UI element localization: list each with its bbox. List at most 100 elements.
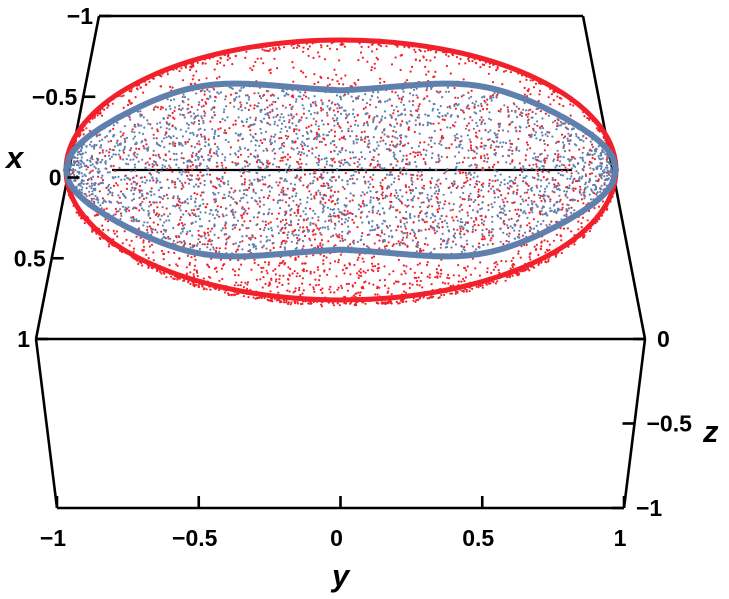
blue-point <box>600 184 603 187</box>
blue-point <box>369 199 372 202</box>
red-point <box>445 215 448 218</box>
red-point <box>467 58 470 61</box>
blue-point <box>140 176 144 179</box>
blue-point <box>459 196 462 199</box>
red-point <box>116 235 119 238</box>
blue-point <box>504 141 508 145</box>
red-point <box>224 224 227 227</box>
blue-point <box>355 141 358 144</box>
blue-point <box>496 179 499 182</box>
blue-point <box>283 223 286 226</box>
blue-point <box>76 157 79 160</box>
blue-point <box>203 179 206 182</box>
blue-point <box>491 179 494 182</box>
blue-point <box>124 174 127 178</box>
red-point <box>547 96 550 99</box>
red-point <box>116 139 119 142</box>
red-point <box>148 225 151 228</box>
blue-point <box>119 135 122 138</box>
red-point <box>181 201 184 204</box>
blue-point <box>336 153 339 156</box>
blue-point <box>155 201 158 204</box>
red-point <box>411 65 414 68</box>
blue-point <box>210 209 213 212</box>
red-point <box>147 257 150 260</box>
blue-point <box>310 105 313 108</box>
red-point <box>317 128 320 131</box>
blue-point <box>584 181 588 184</box>
blue-point <box>278 119 281 122</box>
blue-point <box>204 136 207 139</box>
blue-point <box>157 155 160 158</box>
red-point <box>277 184 280 187</box>
red-point <box>535 184 538 187</box>
blue-point <box>372 166 375 169</box>
red-point <box>228 127 231 130</box>
red-point <box>294 256 297 259</box>
red-point <box>280 191 283 194</box>
blue-point <box>74 169 77 172</box>
red-point <box>174 142 177 145</box>
blue-point <box>568 184 571 187</box>
blue-point <box>428 136 431 139</box>
red-point <box>97 175 100 178</box>
red-point <box>223 64 226 67</box>
red-point <box>396 143 399 146</box>
red-point <box>463 233 466 236</box>
red-point <box>525 141 529 144</box>
red-point <box>412 100 415 103</box>
red-point <box>203 93 206 96</box>
red-point <box>554 152 557 156</box>
red-point <box>411 205 414 208</box>
red-point <box>305 95 308 98</box>
red-point <box>533 176 536 180</box>
red-point <box>296 44 299 47</box>
red-point <box>269 94 273 97</box>
red-point <box>296 300 299 304</box>
blue-point <box>563 150 567 153</box>
red-point <box>504 69 507 72</box>
red-point <box>338 233 341 236</box>
red-point <box>519 167 522 170</box>
blue-point <box>254 144 257 147</box>
blue-point <box>278 147 281 150</box>
red-point <box>275 299 278 302</box>
red-point <box>396 225 399 228</box>
red-point <box>402 264 405 267</box>
blue-point <box>456 169 459 172</box>
red-point <box>372 269 375 273</box>
red-point <box>534 82 538 85</box>
blue-point <box>141 158 144 161</box>
blue-point <box>480 102 483 105</box>
red-point <box>315 131 318 134</box>
blue-point <box>458 145 461 149</box>
blue-point <box>340 130 343 133</box>
red-point <box>335 73 338 76</box>
blue-point <box>329 213 332 216</box>
blue-point <box>83 192 86 195</box>
red-point <box>328 83 331 86</box>
red-point <box>240 214 243 217</box>
blue-point <box>93 143 96 146</box>
red-point <box>560 208 564 211</box>
red-point <box>332 109 335 112</box>
blue-point <box>161 166 164 170</box>
blue-point <box>129 118 132 121</box>
red-point <box>206 88 209 91</box>
red-point <box>399 54 402 57</box>
red-point <box>101 197 104 200</box>
red-point <box>353 263 356 267</box>
red-point <box>155 137 158 140</box>
red-point <box>301 145 304 148</box>
blue-point <box>226 116 229 119</box>
red-point <box>424 65 427 68</box>
red-point <box>313 238 317 241</box>
red-point <box>490 237 493 240</box>
red-point <box>114 169 117 173</box>
red-point <box>329 150 333 153</box>
red-point <box>212 88 216 91</box>
blue-point <box>85 145 88 148</box>
red-point <box>267 261 271 264</box>
blue-point <box>217 191 220 194</box>
red-point <box>371 178 374 181</box>
